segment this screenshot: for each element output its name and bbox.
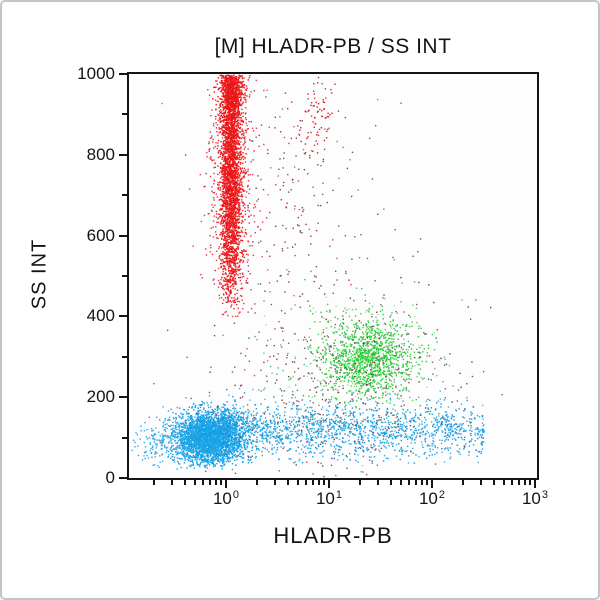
x-minor-tick bbox=[194, 480, 196, 485]
y-major-tick bbox=[119, 154, 127, 156]
y-minor-tick bbox=[122, 113, 127, 115]
x-minor-tick bbox=[421, 480, 423, 485]
x-minor-tick bbox=[209, 480, 211, 485]
x-minor-tick bbox=[480, 480, 482, 485]
x-minor-tick bbox=[318, 480, 320, 485]
x-minor-tick bbox=[426, 480, 428, 485]
x-minor-tick bbox=[171, 480, 173, 485]
x-tick-label: 102 bbox=[418, 489, 446, 508]
x-minor-tick bbox=[493, 480, 495, 485]
scatter-canvas bbox=[129, 74, 537, 478]
x-minor-tick bbox=[220, 480, 222, 485]
y-axis-label: SS INT bbox=[28, 238, 51, 310]
y-minor-tick bbox=[122, 437, 127, 439]
x-major-tick bbox=[431, 480, 433, 488]
x-minor-tick bbox=[305, 480, 307, 485]
y-major-tick bbox=[119, 477, 127, 479]
x-minor-tick bbox=[287, 480, 289, 485]
y-tick-label: 0 bbox=[105, 468, 115, 487]
y-major-tick bbox=[119, 315, 127, 317]
x-minor-tick bbox=[202, 480, 204, 485]
plot-area bbox=[127, 72, 539, 480]
x-minor-tick bbox=[529, 480, 531, 485]
x-minor-tick bbox=[215, 480, 217, 485]
x-minor-tick bbox=[323, 480, 325, 485]
x-major-tick bbox=[328, 480, 330, 488]
y-minor-tick bbox=[122, 194, 127, 196]
x-minor-tick bbox=[408, 480, 410, 485]
x-axis-label: HLADR-PB bbox=[273, 523, 393, 548]
x-minor-tick bbox=[503, 480, 505, 485]
x-minor-tick bbox=[153, 480, 155, 485]
y-tick-label: 400 bbox=[86, 306, 115, 325]
y-tick-label: 200 bbox=[86, 387, 115, 406]
chart-title: [M] HLADR-PB / SS INT bbox=[214, 35, 452, 58]
x-tick-label: 100 bbox=[212, 489, 240, 508]
x-minor-tick bbox=[524, 480, 526, 485]
x-minor-tick bbox=[462, 480, 464, 485]
y-tick-label: 800 bbox=[86, 145, 115, 164]
x-minor-tick bbox=[312, 480, 314, 485]
y-minor-tick bbox=[122, 275, 127, 277]
x-tick-label: 101 bbox=[315, 489, 343, 508]
y-tick-label: 600 bbox=[86, 226, 115, 245]
x-major-tick bbox=[534, 480, 536, 488]
y-major-tick bbox=[119, 73, 127, 75]
y-major-tick bbox=[119, 396, 127, 398]
x-minor-tick bbox=[256, 480, 258, 485]
x-minor-tick bbox=[359, 480, 361, 485]
x-minor-tick bbox=[377, 480, 379, 485]
y-tick-label: 1000 bbox=[77, 64, 115, 83]
x-minor-tick bbox=[297, 480, 299, 485]
y-minor-tick bbox=[122, 356, 127, 358]
x-major-tick bbox=[225, 480, 227, 488]
x-minor-tick bbox=[400, 480, 402, 485]
x-minor-tick bbox=[511, 480, 513, 485]
x-minor-tick bbox=[184, 480, 186, 485]
x-minor-tick bbox=[415, 480, 417, 485]
x-minor-tick bbox=[274, 480, 276, 485]
x-minor-tick bbox=[518, 480, 520, 485]
y-major-tick bbox=[119, 235, 127, 237]
x-minor-tick bbox=[390, 480, 392, 485]
x-tick-label: 103 bbox=[521, 489, 549, 508]
